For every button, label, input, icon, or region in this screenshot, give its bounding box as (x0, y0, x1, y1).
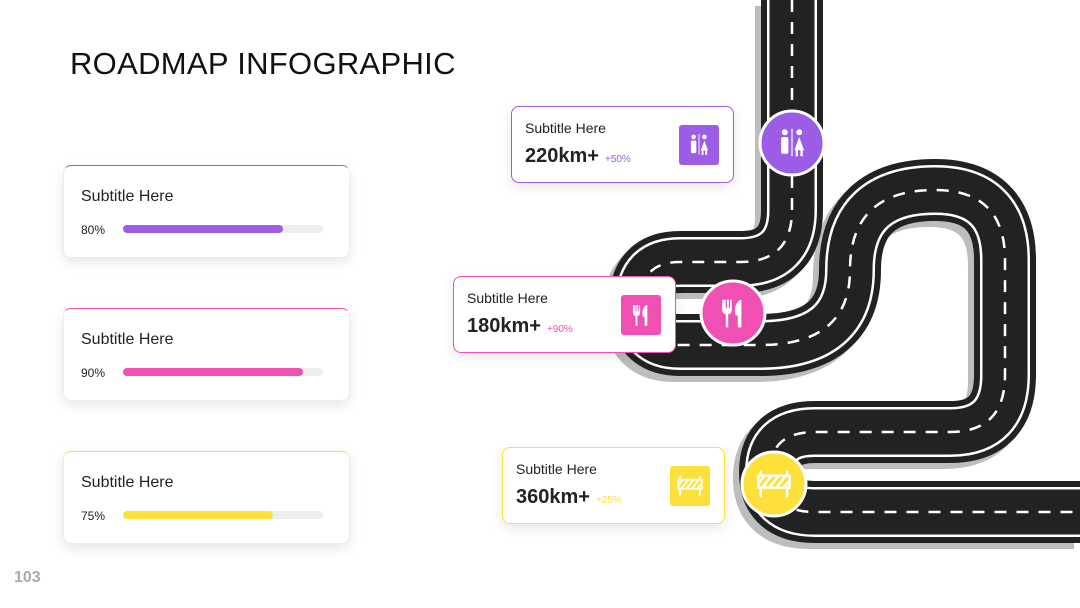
stop-icon (670, 466, 710, 506)
icon-part (642, 305, 648, 326)
subtitle: Subtitle Here (516, 461, 597, 477)
subtitle: Subtitle Here (81, 474, 174, 491)
stop-card: Subtitle Here 220km+ +50% (511, 106, 734, 183)
subtitle: Subtitle Here (467, 290, 548, 306)
progress-bar (123, 511, 273, 519)
pin-circle (699, 279, 767, 347)
icon-part (700, 140, 708, 155)
subtitle: Subtitle Here (81, 188, 174, 205)
pin-icon (757, 470, 791, 498)
subtitle: Subtitle Here (525, 120, 606, 136)
icon (677, 476, 703, 496)
icon-part (691, 134, 696, 140)
distance: 360km+ +25% (516, 486, 622, 508)
stop-card: Subtitle Here 180km+ +90% (453, 276, 676, 353)
icon (690, 134, 708, 155)
icon-part (722, 299, 732, 328)
page-number: 103 (14, 569, 41, 586)
icon-box (621, 295, 661, 335)
icon-part (794, 137, 804, 157)
percent-label: 90% (81, 366, 106, 380)
progress-card: Subtitle Here 80% (63, 165, 350, 258)
progress-track (123, 368, 323, 376)
icon-part (759, 470, 789, 498)
stop-icon (621, 295, 661, 335)
progress-card: Subtitle Here 90% (63, 308, 350, 401)
road-pin (758, 109, 826, 177)
title: ROADMAP INFOGRAPHIC (70, 46, 456, 81)
distance: 220km+ +50% (525, 145, 631, 167)
road-pin (699, 279, 767, 347)
stop-card: Subtitle Here 360km+ +25% (502, 447, 725, 524)
progress-track (123, 225, 323, 233)
change: +25% (595, 495, 622, 506)
icon-part (632, 305, 641, 326)
pin-circle (740, 450, 808, 518)
pin-icon (722, 299, 742, 328)
icon-part (679, 476, 701, 496)
progress-bar (123, 368, 303, 376)
progress-card: Subtitle Here 75% (63, 451, 350, 544)
icon-part (796, 129, 803, 136)
distance: 180km+ +90% (467, 315, 573, 337)
icon-part (781, 137, 789, 154)
road-pin (740, 450, 808, 518)
progress-bar (123, 225, 283, 233)
change: +90% (546, 324, 573, 335)
icon (632, 305, 648, 326)
icon-part (677, 479, 703, 490)
pin-icon (781, 128, 804, 157)
percent-label: 75% (81, 509, 106, 523)
percent-label: 80% (81, 223, 106, 237)
subtitle: Subtitle Here (81, 331, 174, 348)
change: +50% (604, 154, 631, 165)
icon-part (734, 299, 742, 328)
icon-part (690, 140, 697, 154)
icon-part (702, 134, 707, 140)
stop-icon (679, 125, 719, 165)
icon-part (781, 129, 788, 136)
progress-track (123, 511, 323, 519)
icon-part (757, 474, 791, 489)
icon-box (670, 466, 710, 506)
